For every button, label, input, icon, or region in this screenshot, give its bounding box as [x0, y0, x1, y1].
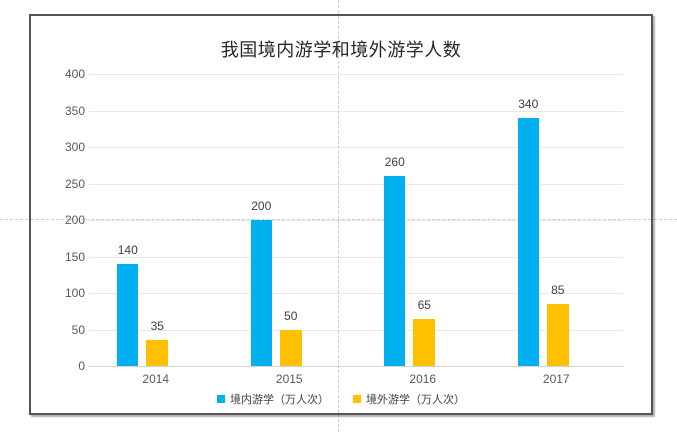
bar-境内游学（万人次）-2014[interactable]	[117, 263, 139, 366]
x-axis-label: 2016	[409, 372, 437, 386]
legend-swatch	[217, 395, 225, 403]
gridline-250	[89, 183, 623, 185]
gridline-100	[89, 293, 623, 294]
bar-境外游学（万人次）-2016[interactable]	[413, 318, 436, 366]
data-label: 35	[150, 319, 164, 334]
gridline-50	[89, 329, 623, 331]
legend-item[interactable]: 境外游学（万人次）	[353, 391, 465, 407]
x-axis-label: 2015	[275, 372, 303, 386]
data-label: 65	[417, 297, 431, 312]
data-label: 140	[117, 242, 138, 257]
gridline-350	[89, 110, 623, 112]
y-axis-label: 250	[64, 176, 85, 191]
y-axis-label: 200	[64, 213, 85, 227]
data-label: 340	[518, 96, 539, 111]
vertical-guide-line-inner	[338, 16, 339, 413]
data-label: 85	[551, 282, 565, 297]
y-axis-label: 100	[64, 286, 85, 300]
legend-label: 境内游学（万人次）	[230, 394, 329, 406]
gridline-300	[89, 147, 623, 148]
y-axis-label: 50	[71, 322, 85, 337]
bar-境内游学（万人次）-2015[interactable]	[250, 220, 272, 366]
horizontal-guide-line-inner	[31, 219, 651, 220]
bar-境外游学（万人次）-2017[interactable]	[546, 303, 569, 366]
gridline-200	[89, 220, 623, 221]
legend-swatch	[353, 395, 361, 403]
y-axis-label: 350	[64, 103, 85, 118]
chart-legend: 境内游学（万人次） 境外游学（万人次）	[31, 391, 651, 407]
data-label: 260	[384, 155, 405, 170]
data-label: 50	[284, 308, 298, 323]
x-axis-label: 2014	[142, 372, 170, 386]
data-label: 200	[251, 199, 272, 213]
bar-境外游学（万人次）-2014[interactable]	[146, 340, 169, 366]
legend-item[interactable]: 境内游学（万人次）	[217, 391, 329, 407]
legend-label: 境外游学（万人次）	[366, 394, 465, 406]
y-axis-label: 400	[64, 67, 85, 81]
bar-境内游学（万人次）-2016[interactable]	[384, 176, 406, 366]
gridline-0	[89, 366, 623, 367]
x-axis-label: 2017	[542, 372, 570, 386]
bar-境外游学（万人次）-2015[interactable]	[279, 329, 302, 366]
chart-container[interactable]: 我国境内游学和境外游学人数 0 50 100 150 200 250 300 350 400 20…	[29, 14, 653, 415]
gridline-400	[89, 74, 623, 75]
y-axis-label: 150	[64, 249, 85, 264]
gridline-150	[89, 256, 623, 258]
bar-境内游学（万人次）-2017[interactable]	[517, 117, 539, 366]
y-axis-label: 0	[78, 359, 85, 373]
chart-title: 我国境内游学和境外游学人数	[220, 40, 462, 60]
y-axis-label: 300	[64, 140, 85, 154]
